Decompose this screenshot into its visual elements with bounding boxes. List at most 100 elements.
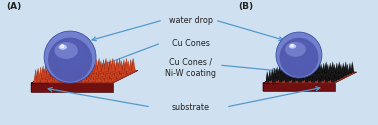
Polygon shape — [316, 63, 317, 74]
Polygon shape — [69, 62, 71, 75]
Polygon shape — [96, 62, 99, 75]
Polygon shape — [61, 69, 63, 82]
Polygon shape — [112, 64, 116, 77]
Polygon shape — [40, 69, 43, 82]
Polygon shape — [68, 66, 73, 79]
Polygon shape — [335, 63, 337, 74]
Polygon shape — [78, 61, 83, 74]
Polygon shape — [43, 64, 46, 77]
Polygon shape — [305, 62, 308, 73]
Polygon shape — [39, 67, 41, 80]
Polygon shape — [263, 83, 335, 91]
Polygon shape — [116, 66, 118, 79]
Polygon shape — [101, 63, 103, 76]
Polygon shape — [313, 64, 317, 75]
Polygon shape — [333, 70, 337, 81]
Polygon shape — [297, 65, 299, 76]
Polygon shape — [54, 59, 56, 72]
Polygon shape — [331, 71, 333, 82]
Polygon shape — [108, 59, 110, 72]
Polygon shape — [316, 63, 319, 74]
Polygon shape — [326, 64, 330, 75]
Polygon shape — [284, 69, 285, 80]
Polygon shape — [101, 63, 105, 76]
Polygon shape — [63, 58, 65, 71]
Polygon shape — [41, 66, 43, 79]
Polygon shape — [66, 67, 68, 80]
Polygon shape — [84, 68, 88, 81]
Polygon shape — [294, 70, 296, 81]
Polygon shape — [96, 66, 100, 79]
Polygon shape — [47, 69, 50, 82]
Polygon shape — [319, 64, 321, 75]
Polygon shape — [293, 64, 295, 75]
Polygon shape — [313, 64, 315, 75]
Polygon shape — [110, 62, 115, 75]
Polygon shape — [263, 72, 357, 83]
Polygon shape — [106, 61, 108, 74]
Polygon shape — [287, 64, 290, 75]
Polygon shape — [325, 68, 327, 79]
Polygon shape — [74, 69, 79, 82]
Polygon shape — [70, 68, 74, 81]
Polygon shape — [53, 63, 55, 76]
Polygon shape — [99, 61, 101, 74]
Polygon shape — [104, 58, 106, 71]
Circle shape — [56, 40, 87, 71]
Polygon shape — [273, 68, 275, 79]
Polygon shape — [334, 66, 338, 78]
Polygon shape — [60, 59, 65, 72]
Polygon shape — [36, 68, 38, 81]
Polygon shape — [289, 63, 291, 74]
Polygon shape — [48, 66, 50, 79]
Polygon shape — [314, 70, 316, 81]
Polygon shape — [90, 58, 92, 71]
Polygon shape — [101, 59, 104, 72]
Text: Cu Cones /
Ni-W coating: Cu Cones / Ni-W coating — [166, 58, 217, 78]
Polygon shape — [107, 67, 111, 80]
Polygon shape — [76, 58, 79, 71]
Polygon shape — [77, 68, 81, 81]
Polygon shape — [119, 64, 121, 77]
Polygon shape — [266, 71, 269, 82]
Polygon shape — [61, 69, 65, 82]
Polygon shape — [303, 69, 307, 80]
Polygon shape — [50, 64, 53, 77]
Polygon shape — [73, 63, 76, 76]
Polygon shape — [91, 64, 96, 77]
Polygon shape — [90, 58, 94, 71]
Polygon shape — [64, 68, 68, 81]
Polygon shape — [292, 62, 295, 73]
Polygon shape — [336, 69, 339, 80]
Polygon shape — [263, 72, 285, 91]
Polygon shape — [275, 70, 276, 81]
Polygon shape — [67, 63, 71, 76]
Polygon shape — [81, 69, 84, 82]
Polygon shape — [121, 63, 125, 76]
Polygon shape — [334, 66, 336, 78]
Polygon shape — [339, 64, 341, 75]
Polygon shape — [85, 61, 90, 74]
Polygon shape — [88, 59, 92, 72]
Polygon shape — [325, 71, 328, 82]
Polygon shape — [279, 71, 280, 82]
Polygon shape — [276, 66, 277, 78]
Polygon shape — [70, 58, 74, 71]
Polygon shape — [73, 63, 78, 76]
Polygon shape — [305, 71, 307, 82]
Polygon shape — [284, 69, 287, 80]
Circle shape — [44, 31, 96, 83]
Polygon shape — [45, 67, 50, 80]
Polygon shape — [102, 69, 104, 82]
Ellipse shape — [289, 44, 296, 49]
Polygon shape — [86, 67, 91, 80]
Polygon shape — [278, 65, 282, 76]
Polygon shape — [51, 61, 53, 74]
Text: Cu Cones: Cu Cones — [172, 38, 210, 48]
Polygon shape — [85, 64, 87, 77]
Polygon shape — [323, 69, 327, 80]
Polygon shape — [43, 68, 45, 81]
Polygon shape — [90, 62, 94, 75]
Polygon shape — [82, 66, 87, 79]
Polygon shape — [100, 67, 102, 80]
